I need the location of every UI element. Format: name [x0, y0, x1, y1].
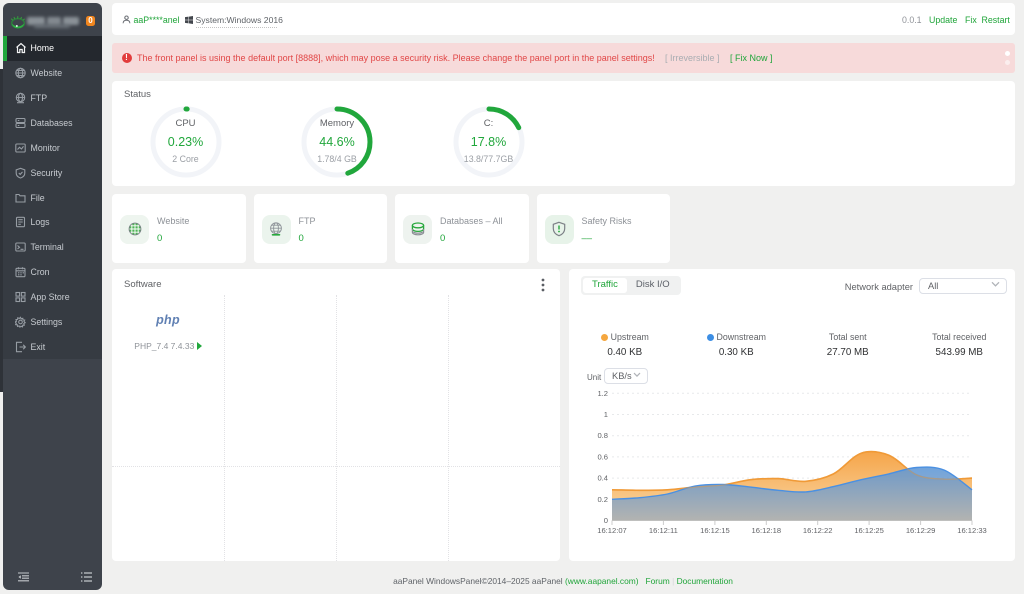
- svg-text:16:12:15: 16:12:15: [700, 526, 730, 535]
- svg-text:0.8: 0.8: [597, 431, 608, 440]
- svg-text:1: 1: [604, 410, 608, 419]
- svg-text:16:12:07: 16:12:07: [597, 526, 627, 535]
- svg-text:16:12:29: 16:12:29: [906, 526, 936, 535]
- svg-text:16:12:22: 16:12:22: [803, 526, 833, 535]
- svg-text:16:12:11: 16:12:11: [649, 526, 678, 535]
- svg-text:16:12:18: 16:12:18: [752, 526, 782, 535]
- svg-text:16:12:33: 16:12:33: [957, 526, 987, 535]
- svg-text:0.2: 0.2: [597, 495, 608, 504]
- svg-text:0.6: 0.6: [597, 452, 608, 461]
- svg-text:0.4: 0.4: [597, 474, 608, 483]
- svg-text:1.2: 1.2: [597, 389, 608, 398]
- svg-text:16:12:25: 16:12:25: [854, 526, 884, 535]
- svg-text:0: 0: [604, 516, 608, 525]
